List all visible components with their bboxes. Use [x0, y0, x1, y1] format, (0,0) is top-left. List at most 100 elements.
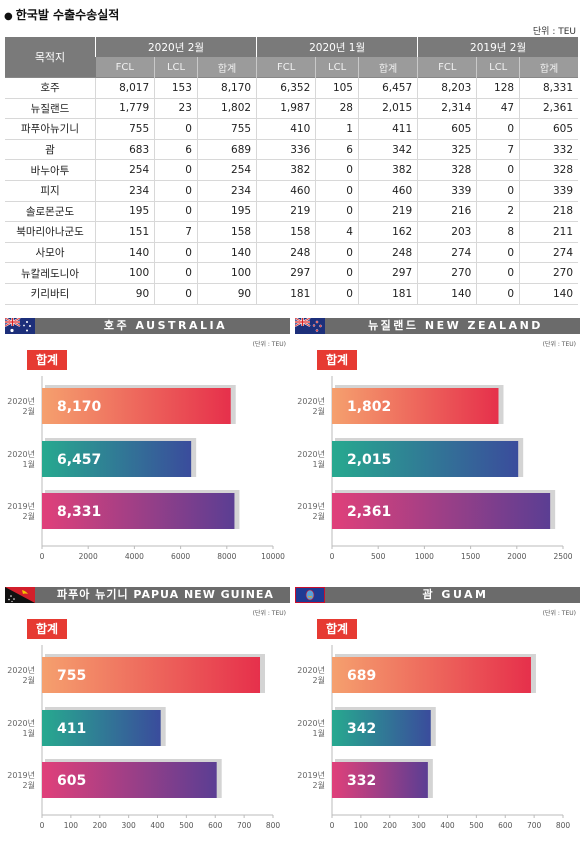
bar-value-label: 411 [57, 721, 86, 737]
value-cell: 683 [94, 139, 155, 161]
value-cell: 23 [154, 98, 198, 120]
bar-value-label: 689 [347, 668, 376, 684]
x-tick-label: 700 [527, 821, 542, 830]
bar-value-label: 605 [57, 773, 86, 789]
destination-header: 목적지 [5, 37, 96, 78]
value-cell: 90 [196, 283, 257, 305]
chart-header: 뉴질랜드 NEW ZEALAND [295, 318, 580, 334]
value-cell: 162 [357, 221, 418, 243]
value-cell: 254 [196, 159, 257, 181]
bar [332, 657, 531, 693]
bar-chart: 8,170 2020년 2월 6,457 2020년 1월 8,331 2019년 2월 0 200… [7, 376, 285, 561]
total-badge: 합계 [317, 619, 357, 639]
x-tick-label: 0 [40, 821, 45, 830]
value-cell: 1,802 [196, 98, 257, 120]
value-cell: 460 [256, 180, 316, 202]
australia-flag-icon [5, 318, 35, 334]
total-badge: 합계 [317, 350, 357, 370]
destination-cell: 키리바티 [5, 283, 96, 305]
table-row: 뉴질랜드 1,779 23 1,802 1,987 28 2,015 2,314 47 2,361 [5, 98, 578, 120]
value-cell: 158 [196, 221, 257, 243]
value-cell: 140 [196, 242, 257, 264]
x-tick-label: 8000 [217, 552, 236, 561]
x-tick-label: 100 [354, 821, 369, 830]
value-cell: 328 [417, 159, 477, 181]
value-cell: 181 [256, 283, 316, 305]
x-tick-label: 1500 [461, 552, 480, 561]
value-cell: 0 [476, 180, 520, 202]
bar [332, 441, 519, 477]
x-tick-label: 400 [440, 821, 455, 830]
sub-header: 합계 [196, 57, 257, 78]
chart-unit-label: (단위 : TEU) [542, 341, 576, 348]
guam-flag-icon [295, 587, 325, 603]
value-cell: 216 [417, 201, 477, 223]
x-tick-label: 600 [208, 821, 223, 830]
x-tick-label: 500 [179, 821, 194, 830]
x-tick-label: 800 [556, 821, 571, 830]
table-row: 뉴칼레도니아 100 0 100 297 0 297 270 0 270 [5, 262, 578, 284]
chart-header: 괌 GUAM [295, 587, 580, 603]
guam-chart-panel: 괌 GUAM (단위 : TEU) 합계 689 2020년 2월 342 2020년 1… [295, 587, 582, 842]
x-tick-label: 500 [371, 552, 386, 561]
value-cell: 2 [476, 201, 520, 223]
x-tick-label: 2500 [553, 552, 572, 561]
value-cell: 411 [357, 118, 418, 140]
x-tick-label: 0 [330, 552, 335, 561]
x-tick-label: 500 [469, 821, 484, 830]
value-cell: 382 [256, 159, 316, 181]
category-label: 2020년 2월 [297, 396, 325, 416]
value-cell: 90 [94, 283, 155, 305]
value-cell: 0 [315, 242, 359, 264]
value-cell: 0 [476, 118, 520, 140]
value-cell: 7 [476, 139, 520, 161]
x-tick-label: 800 [266, 821, 281, 830]
x-tick-label: 200 [383, 821, 398, 830]
table-row: 괌 683 6 689 336 6 342 325 7 332 [5, 139, 578, 161]
value-cell: 140 [417, 283, 477, 305]
australia-chart-panel: 호주 AUSTRALIA (단위 : TEU) 합계 8,170 2020년 2월 6… [5, 318, 294, 573]
value-cell: 8,170 [196, 77, 257, 99]
value-cell: 211 [519, 221, 578, 243]
value-cell: 4 [315, 221, 359, 243]
value-cell: 2,314 [417, 98, 477, 120]
category-label: 2020년 2월 [7, 665, 35, 685]
sub-header: FCL [95, 57, 155, 78]
value-cell: 297 [256, 262, 316, 284]
bar-chart: 755 2020년 2월 411 2020년 1월 605 2019년 2월 0 100 200 300… [7, 645, 281, 830]
sub-header: 합계 [357, 57, 418, 78]
bar-value-label: 2,015 [347, 452, 391, 468]
table-row: 사모아 140 0 140 248 0 248 274 0 274 [5, 242, 578, 264]
value-cell: 140 [94, 242, 155, 264]
value-cell: 6,352 [256, 77, 316, 99]
chart-header: 파푸아 뉴기니 PAPUA NEW GUINEA [5, 587, 290, 603]
destination-cell: 사모아 [5, 242, 96, 264]
destination-cell: 파푸아뉴기니 [5, 118, 96, 140]
sub-header: LCL [154, 57, 198, 78]
bar [42, 388, 231, 424]
chart-unit-label: (단위 : TEU) [542, 610, 576, 617]
value-cell: 460 [357, 180, 418, 202]
bar [42, 657, 261, 693]
x-tick-label: 400 [150, 821, 165, 830]
value-cell: 1,987 [256, 98, 316, 120]
value-cell: 158 [256, 221, 316, 243]
unit-label: 단위 : TEU [532, 27, 576, 37]
chart-title: 호주 AUSTRALIA [103, 319, 228, 332]
chart-title: 괌 GUAM [422, 588, 489, 601]
value-cell: 382 [357, 159, 418, 181]
destination-cell: 솔로몬군도 [5, 201, 96, 223]
value-cell: 328 [519, 159, 578, 181]
table-row: 호주 8,017 153 8,170 6,352 105 6,457 8,203 128 8,33… [5, 77, 578, 99]
table-row: 파푸아뉴기니 755 0 755 410 1 411 605 0 605 [5, 118, 578, 140]
value-cell: 270 [417, 262, 477, 284]
bar [42, 441, 192, 477]
bar-chart: 689 2020년 2월 342 2020년 1월 332 2019년 2월 0 100 200 300… [297, 645, 571, 830]
bar [42, 710, 161, 746]
papua-new-guinea-flag-icon [5, 587, 35, 603]
value-cell: 0 [154, 262, 198, 284]
x-tick-label: 700 [237, 821, 252, 830]
value-cell: 755 [94, 118, 155, 140]
value-cell: 105 [315, 77, 359, 99]
value-cell: 100 [94, 262, 155, 284]
